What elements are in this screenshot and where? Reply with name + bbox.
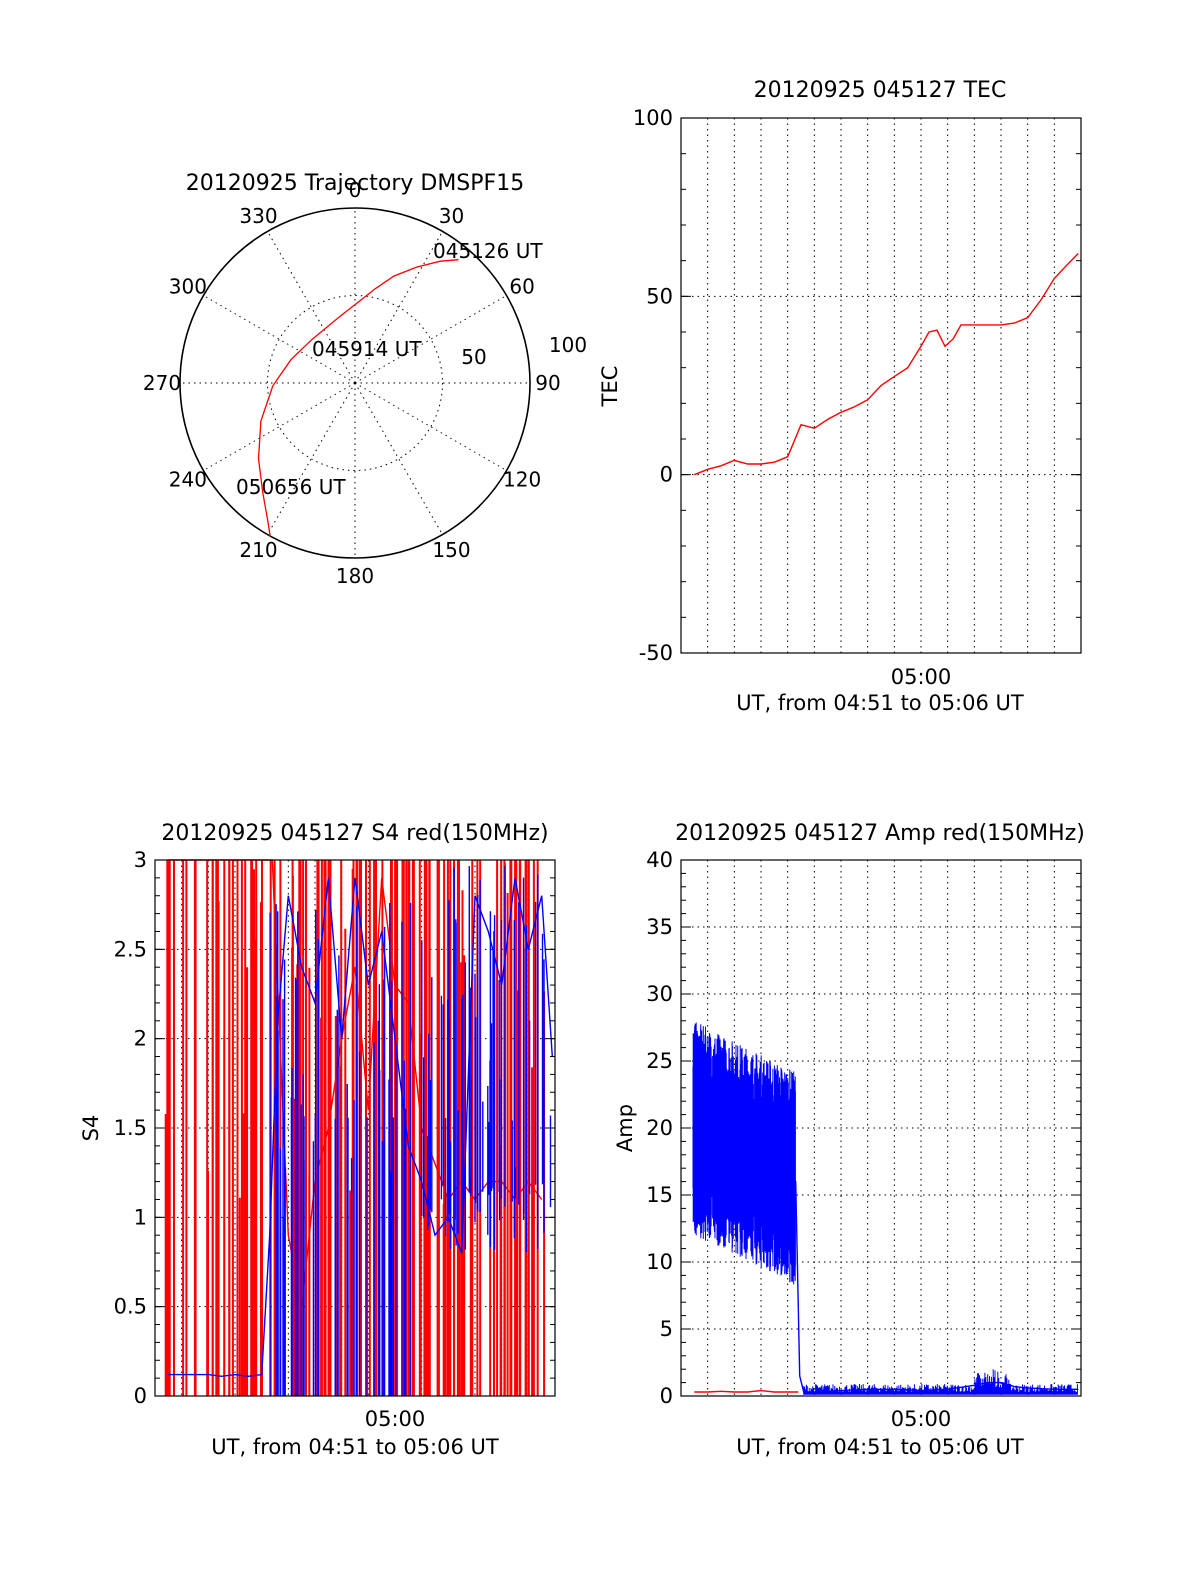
s4-series-1	[168, 877, 553, 1378]
tec-grid	[681, 118, 1081, 653]
tec-y-ticks: 100 50 0 -50	[633, 106, 1081, 665]
tec-ytick-label: -50	[639, 641, 673, 665]
trajectory-time-mid: 045914 UT	[312, 337, 422, 361]
azimuth-label: 180	[336, 564, 374, 588]
amp-ytick-label: 30	[646, 982, 673, 1006]
azimuth-label: 240	[169, 468, 207, 492]
tec-ytick-label: 100	[633, 106, 673, 130]
s4-ytick-label: 0	[134, 1384, 147, 1408]
amp-ytick-label: 5	[660, 1317, 673, 1341]
azimuth-label: 300	[169, 275, 207, 299]
amp-series-group	[692, 1022, 1079, 1395]
azimuth-label: 330	[239, 204, 277, 228]
s4-ytick-label: 0.5	[114, 1295, 147, 1319]
s4-xlabel: UT, from 04:51 to 05:06 UT	[211, 1435, 499, 1459]
trajectory-time-start: 045126 UT	[433, 239, 543, 263]
tec-plot-frame	[680, 117, 1082, 654]
tec-xlabel: UT, from 04:51 to 05:06 UT	[736, 691, 1024, 715]
polar-grid-spoke	[267, 382, 356, 535]
azimuth-label: 150	[432, 538, 470, 562]
azimuth-label: 90	[535, 371, 560, 395]
polar-grid-spoke	[354, 382, 507, 471]
tec-ytick-label: 50	[646, 284, 673, 308]
amp-ytick-label: 15	[646, 1183, 673, 1207]
tec-ylabel: TEC	[598, 366, 622, 408]
tec-series-0	[694, 253, 1079, 476]
polar-grid-spoke	[203, 382, 356, 471]
s4-xtick-0500: 05:00	[365, 1407, 426, 1431]
trajectory-time-end: 050656 UT	[236, 475, 346, 499]
amp-noise-blue	[692, 1022, 1078, 1395]
azimuth-labels: 0 30 60 90 120 150 180 210 240 270 300 330	[143, 178, 561, 588]
amp-ytick-label: 25	[646, 1049, 673, 1073]
amp-panel: 20120925 045127 Amp red(150MHz) 40 35 30 25…	[613, 821, 1085, 1459]
azimuth-label: 0	[349, 178, 362, 202]
s4-ylabel: S4	[79, 1115, 103, 1142]
amp-y-ticks: 40 35 30 25 20 15 10 5 0	[646, 848, 1081, 1408]
amp-ytick-label: 0	[660, 1384, 673, 1408]
amp-ytick-label: 40	[646, 848, 673, 872]
s4-series-group	[164, 859, 553, 1396]
amp-series-0	[694, 1389, 799, 1393]
amp-xlabel: UT, from 04:51 to 05:06 UT	[736, 1435, 1024, 1459]
trajectory-title: 20120925 Trajectory DMSPF15	[186, 171, 524, 196]
s4-ytick-label: 1	[134, 1205, 147, 1229]
azimuth-label: 60	[509, 275, 534, 299]
s4-ytick-label: 1.5	[114, 1116, 147, 1140]
azimuth-label: 30	[439, 204, 464, 228]
trajectory-track	[257, 259, 459, 537]
tec-series-group	[694, 253, 1079, 476]
polar-grid-spoke	[354, 382, 443, 535]
s4-ytick-label: 2.5	[114, 937, 147, 961]
radial-label-100: 100	[549, 333, 587, 357]
trajectory-polar-panel: 20120925 Trajectory DMSPF15 0 30 60 90 120 15…	[143, 171, 587, 588]
amp-title: 20120925 045127 Amp red(150MHz)	[675, 821, 1085, 846]
tec-title: 20120925 045127 TEC	[754, 78, 1007, 103]
polar-grid	[180, 208, 530, 558]
amp-ylabel: Amp	[613, 1104, 637, 1152]
radial-label-50: 50	[461, 345, 486, 369]
amp-xtick-0500: 05:00	[891, 1407, 952, 1431]
amp-ytick-label: 10	[646, 1250, 673, 1274]
s4-title: 20120925 045127 S4 red(150MHz)	[161, 821, 548, 846]
s4-panel: 20120925 045127 S4 red(150MHz) 3 2.5 2 1.5 1…	[79, 821, 556, 1459]
s4-ytick-label: 2	[134, 1027, 147, 1051]
amp-ytick-label: 20	[646, 1116, 673, 1140]
polar-outer-circle	[179, 207, 531, 559]
tec-xtick-0500: 05:00	[891, 665, 952, 689]
tec-ytick-label: 0	[660, 463, 673, 487]
azimuth-label: 120	[503, 468, 541, 492]
azimuth-label: 210	[239, 538, 277, 562]
azimuth-label: 270	[143, 371, 181, 395]
s4-y-ticks: 3 2.5 2 1.5 1 0.5 0	[114, 848, 555, 1408]
s4-ytick-label: 3	[134, 848, 147, 872]
polar-grid-ring-50	[267, 295, 443, 471]
s4-spikes-1	[269, 866, 552, 1396]
amp-ytick-label: 35	[646, 915, 673, 939]
